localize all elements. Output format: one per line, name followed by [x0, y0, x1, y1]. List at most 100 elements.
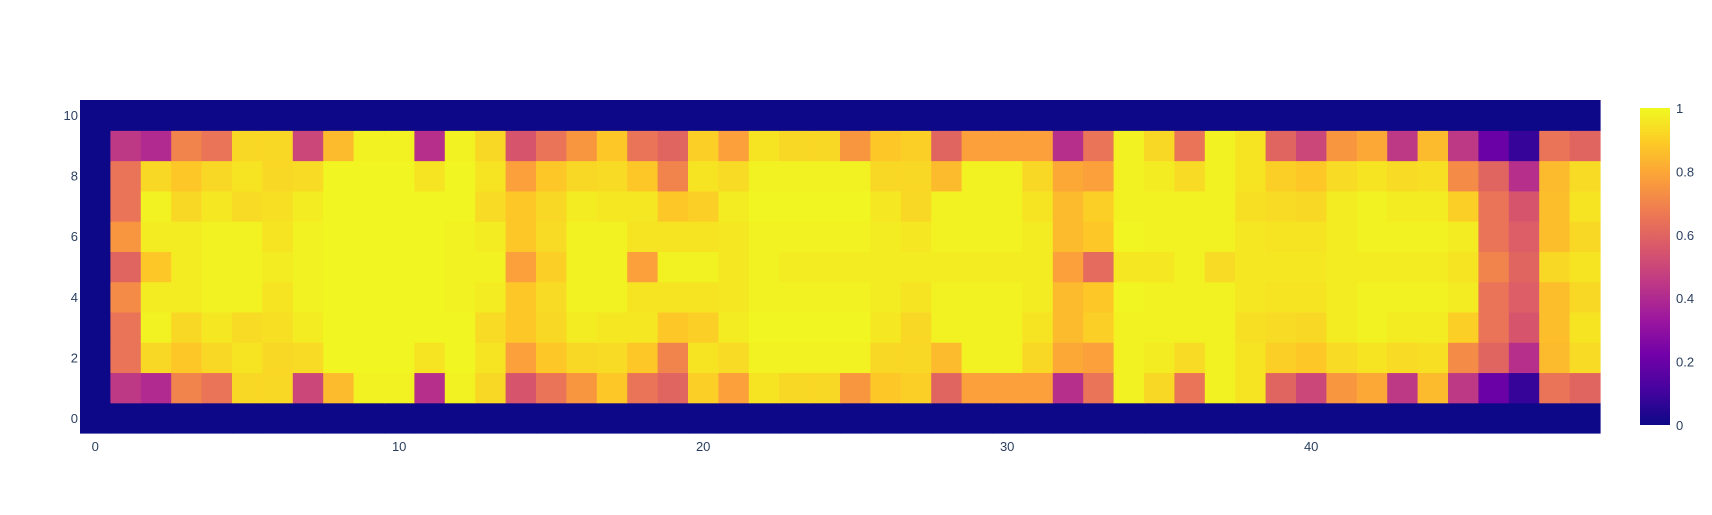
heatmap-cell: [1417, 281, 1449, 313]
heatmap-cell: [140, 372, 172, 404]
heatmap-cell: [353, 130, 385, 162]
heatmap-cell: [1022, 281, 1054, 313]
heatmap-cell: [384, 311, 415, 343]
heatmap-cell: [748, 342, 780, 374]
heatmap-cell: [1478, 311, 1510, 343]
heatmap-cell: [627, 311, 659, 343]
heatmap-cell: [688, 190, 719, 222]
heatmap-cell: [779, 311, 811, 343]
heatmap-cell: [232, 100, 263, 131]
heatmap-cell: [1113, 251, 1145, 283]
heatmap-cell: [657, 311, 689, 343]
y-tick-label: 6: [71, 229, 78, 244]
heatmap-cell: [171, 190, 203, 222]
heatmap-cell: [1417, 190, 1449, 222]
heatmap-cell: [475, 342, 507, 374]
heatmap-cell: [566, 221, 598, 252]
heatmap-cell: [870, 130, 902, 162]
heatmap-cell: [779, 342, 811, 374]
colorbar: 0 0.2 0.4 0.6 0.8 1: [1640, 101, 1694, 433]
heatmap-cell: [1448, 100, 1479, 131]
heatmap-cell: [779, 221, 811, 252]
heatmap-cell: [1356, 311, 1388, 343]
heatmap-cell: [1113, 311, 1145, 343]
heatmap-cell: [961, 190, 993, 222]
heatmap-cell: [1508, 221, 1540, 252]
heatmap-cell: [1296, 372, 1327, 404]
heatmap-cell: [1022, 251, 1054, 283]
heatmap-cell: [1448, 342, 1479, 374]
heatmap-cell: [992, 221, 1023, 252]
heatmap-cell: [232, 311, 263, 343]
heatmap-cell: [505, 221, 537, 252]
heatmap-cell: [201, 372, 233, 404]
y-tick-label: 4: [71, 290, 78, 305]
heatmap-cell: [292, 372, 324, 404]
heatmap-cell: [961, 311, 993, 343]
heatmap-cell: [1356, 130, 1388, 162]
heatmap-cell: [1387, 342, 1419, 374]
heatmap-cell: [688, 251, 719, 283]
heatmap-cell: [140, 402, 172, 434]
heatmap-cell: [262, 372, 294, 404]
heatmap-cell: [384, 281, 415, 313]
heatmap-cell: [1326, 342, 1358, 374]
heatmap-cell: [1387, 281, 1419, 313]
heatmap-cell: [1144, 402, 1175, 434]
heatmap-cell: [1174, 130, 1206, 162]
heatmap-cell: [475, 402, 507, 434]
heatmap-cell: [536, 221, 567, 252]
heatmap-cell: [1083, 221, 1115, 252]
heatmap-cell: [201, 251, 233, 283]
heatmap-cell: [323, 372, 355, 404]
heatmap-cell: [1113, 221, 1145, 252]
heatmap-cell: [1478, 281, 1510, 313]
heatmap-cell: [870, 100, 902, 131]
heatmap-cell: [1326, 160, 1358, 192]
heatmap-cell: [262, 160, 294, 192]
heatmap-cell: [171, 311, 203, 343]
heatmap-cell: [414, 160, 446, 192]
heatmap-cell: [475, 372, 507, 404]
colorbar-gradient: [1640, 108, 1670, 425]
heatmap-cell: [1326, 251, 1358, 283]
y-tick-label: 2: [71, 350, 78, 365]
heatmap-cell: [1204, 251, 1236, 283]
heatmap-cell: [657, 342, 689, 374]
heatmap-cell: [292, 160, 324, 192]
heatmap-cell: [718, 281, 750, 313]
heatmap-cell: [870, 372, 902, 404]
heatmap-cell: [1326, 100, 1358, 131]
heatmap-cell: [1508, 342, 1540, 374]
heatmap-cell: [536, 190, 567, 222]
heatmap-cell: [110, 281, 142, 313]
heatmap-cell: [1204, 402, 1236, 434]
heatmap-cell: [809, 281, 841, 313]
heatmap-cell: [1022, 130, 1054, 162]
heatmap-cell: [627, 100, 659, 131]
heatmap-cell: [1326, 402, 1358, 434]
heatmap-cell: [1326, 130, 1358, 162]
heatmap-cell: [657, 402, 689, 434]
heatmap-cell: [262, 281, 294, 313]
heatmap-cell: [1356, 281, 1388, 313]
heatmap-cell: [992, 160, 1023, 192]
heatmap-cell: [1052, 402, 1084, 434]
heatmap-cell: [961, 251, 993, 283]
heatmap-cell: [1022, 190, 1054, 222]
heatmap-cell: [748, 281, 780, 313]
heatmap-cell: [414, 402, 446, 434]
heatmap-cell: [1174, 190, 1206, 222]
heatmap-cell: [840, 311, 871, 343]
heatmap-cell: [505, 130, 537, 162]
heatmap-cell: [1356, 402, 1388, 434]
heatmap-cell: [657, 281, 689, 313]
heatmap-cell: [262, 190, 294, 222]
heatmap-cell: [140, 342, 172, 374]
heatmap-cell: [475, 221, 507, 252]
heatmap-cell: [992, 311, 1023, 343]
heatmap-cell: [1296, 130, 1327, 162]
heatmap-cell: [1022, 100, 1054, 131]
heatmap-cell: [201, 402, 233, 434]
heatmap-cell: [1174, 311, 1206, 343]
